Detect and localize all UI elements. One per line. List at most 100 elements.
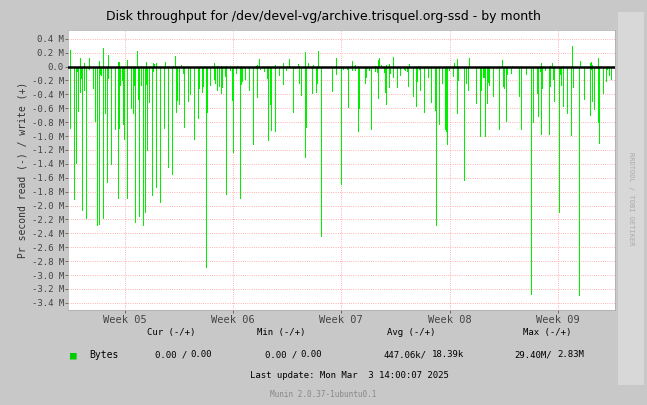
Text: 0.00 /: 0.00 / xyxy=(155,350,188,359)
Bar xyxy=(108,55,109,66)
Bar xyxy=(89,58,90,66)
Bar xyxy=(233,66,234,153)
Bar xyxy=(347,66,348,70)
Bar xyxy=(378,60,379,66)
Bar xyxy=(366,66,367,78)
Bar xyxy=(364,66,366,83)
Bar xyxy=(480,66,481,137)
Bar xyxy=(107,66,108,183)
Bar xyxy=(165,66,166,69)
Bar xyxy=(489,66,490,86)
Bar xyxy=(448,66,450,71)
Bar xyxy=(598,66,599,123)
Bar xyxy=(184,66,185,128)
Bar xyxy=(139,66,140,217)
Bar xyxy=(127,60,128,66)
Bar xyxy=(476,66,477,104)
Bar xyxy=(78,66,79,113)
Bar xyxy=(73,66,74,68)
Bar xyxy=(458,66,459,81)
Bar xyxy=(573,66,575,88)
Bar xyxy=(553,66,554,80)
Bar xyxy=(83,63,85,66)
Bar xyxy=(558,66,560,213)
Bar xyxy=(423,66,424,68)
Bar xyxy=(385,66,386,93)
Bar xyxy=(389,64,390,66)
Bar xyxy=(119,66,120,129)
Bar xyxy=(115,66,116,130)
Bar xyxy=(267,66,268,79)
Bar xyxy=(531,66,532,294)
Bar xyxy=(501,60,503,66)
Bar xyxy=(541,63,542,66)
Bar xyxy=(202,66,203,93)
Bar xyxy=(203,66,204,87)
Y-axis label: Pr second read (-) / write (+): Pr second read (-) / write (+) xyxy=(17,82,27,258)
Bar xyxy=(303,66,305,76)
Bar xyxy=(188,66,189,102)
Bar xyxy=(526,66,527,75)
Bar xyxy=(89,66,90,70)
Bar xyxy=(419,66,420,70)
Bar xyxy=(111,66,112,165)
Bar xyxy=(591,66,592,70)
Bar xyxy=(151,66,153,196)
Bar xyxy=(215,66,216,84)
Bar xyxy=(431,66,432,103)
Bar xyxy=(355,65,356,66)
Bar xyxy=(134,66,135,86)
Bar xyxy=(193,66,195,140)
Bar xyxy=(496,66,497,69)
Text: 0.00 /: 0.00 / xyxy=(265,350,298,359)
Bar xyxy=(584,66,586,100)
Bar xyxy=(103,49,104,66)
Bar xyxy=(606,66,607,82)
Bar xyxy=(176,66,177,113)
Bar xyxy=(236,66,237,75)
Bar xyxy=(103,66,104,219)
Text: Avg (-/+): Avg (-/+) xyxy=(387,328,435,337)
Text: 0.00: 0.00 xyxy=(301,350,322,359)
Bar xyxy=(137,51,138,66)
Bar xyxy=(275,65,276,66)
Bar xyxy=(416,66,417,107)
Bar xyxy=(98,66,100,225)
Bar xyxy=(77,66,78,72)
Bar xyxy=(590,63,591,66)
Bar xyxy=(256,66,257,68)
Bar xyxy=(591,62,592,66)
Bar xyxy=(97,66,98,226)
Bar xyxy=(481,66,482,92)
Bar xyxy=(207,66,208,113)
Bar xyxy=(298,64,299,66)
Bar xyxy=(522,66,523,67)
Bar xyxy=(390,66,391,74)
Bar xyxy=(260,66,261,70)
Bar xyxy=(289,59,290,66)
Text: ■: ■ xyxy=(70,350,76,360)
Bar xyxy=(156,63,157,66)
Bar xyxy=(153,66,154,72)
Bar xyxy=(355,66,356,70)
Bar xyxy=(406,66,408,72)
Bar xyxy=(93,66,94,89)
Bar xyxy=(397,66,398,88)
Bar xyxy=(177,66,179,101)
Bar xyxy=(131,66,132,109)
Bar xyxy=(286,66,287,71)
Bar xyxy=(305,52,306,66)
Bar xyxy=(516,66,518,74)
Bar xyxy=(241,66,242,85)
Bar xyxy=(552,63,553,66)
Bar xyxy=(499,66,500,130)
Bar xyxy=(563,66,564,107)
Bar xyxy=(447,66,448,145)
Bar xyxy=(377,66,378,73)
Bar xyxy=(226,66,227,195)
Bar xyxy=(554,66,555,102)
Text: RRDTOOL / TOBI OETIKER: RRDTOOL / TOBI OETIKER xyxy=(628,152,634,245)
Bar xyxy=(70,50,71,66)
Bar xyxy=(500,66,501,68)
Bar xyxy=(404,66,405,70)
